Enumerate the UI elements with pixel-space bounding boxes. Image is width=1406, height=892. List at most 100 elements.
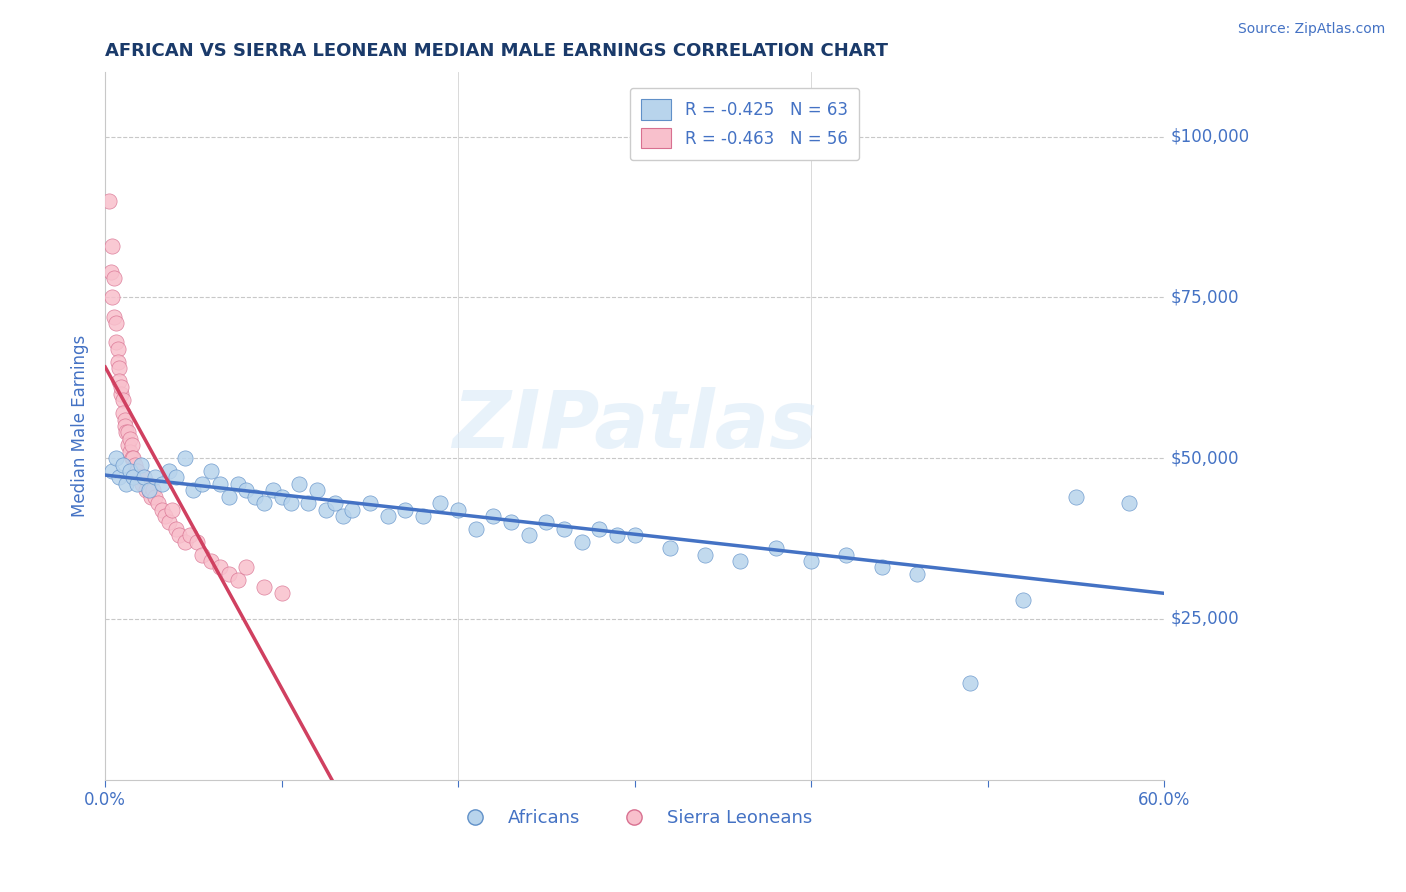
Point [101,290,124,304]
Point [253,580,276,594]
Point [111,406,134,420]
Point [342,502,364,516]
Point [517,528,540,542]
Point [226,574,249,588]
Point [118,432,141,446]
Point [125,476,148,491]
Point [131,476,153,491]
Point [218,490,240,504]
Point [1118,496,1140,510]
Point [108,374,131,388]
Point [262,483,284,498]
Point [110,380,132,394]
Text: $100,000: $100,000 [1171,128,1250,145]
Point [553,522,575,536]
Point [110,387,132,401]
Point [501,516,523,530]
Point [138,483,160,498]
Point [191,548,214,562]
Point [173,451,195,466]
Point [143,470,166,484]
Point [870,560,893,574]
Point [429,496,451,510]
Point [297,496,319,510]
Point [121,451,143,466]
Point [146,496,169,510]
Point [588,522,610,536]
Point [235,560,257,574]
Point [323,496,346,510]
Point [136,476,159,491]
Text: ZIPatlas: ZIPatlas [453,387,817,465]
Point [157,516,180,530]
Point [108,361,131,376]
Point [208,560,231,574]
Point [124,458,146,472]
Point [122,451,145,466]
Point [253,496,276,510]
Legend: Africans, Sierra Leoneans: Africans, Sierra Leoneans [450,802,820,834]
Point [394,502,416,516]
Point [359,496,381,510]
Point [150,476,173,491]
Point [125,464,148,478]
Text: Source: ZipAtlas.com: Source: ZipAtlas.com [1237,22,1385,37]
Point [412,509,434,524]
Point [482,509,505,524]
Point [115,476,138,491]
Point [447,502,470,516]
Point [150,502,173,516]
Point [142,483,165,498]
Point [169,528,191,542]
Point [108,470,131,484]
Point [464,522,486,536]
Point [121,438,143,452]
Point [179,528,201,542]
Point [1011,592,1033,607]
Point [288,476,311,491]
Point [730,554,752,568]
Point [107,342,129,356]
Point [132,470,155,484]
Point [623,528,645,542]
Text: $50,000: $50,000 [1171,450,1240,467]
Point [101,239,124,253]
Point [606,528,628,542]
Point [235,483,257,498]
Point [332,509,354,524]
Point [200,464,222,478]
Point [315,502,337,516]
Point [157,464,180,478]
Point [208,476,231,491]
Point [280,496,302,510]
Point [155,509,177,524]
Point [200,554,222,568]
Point [165,470,187,484]
Point [183,483,205,498]
Point [143,490,166,504]
Point [139,490,162,504]
Text: $75,000: $75,000 [1171,288,1240,307]
Point [536,516,558,530]
Point [100,265,122,279]
Point [173,534,195,549]
Point [103,271,125,285]
Point [186,534,208,549]
Point [114,412,136,426]
Point [270,490,292,504]
Point [191,476,214,491]
Point [959,676,981,690]
Point [129,458,152,472]
Text: AFRICAN VS SIERRA LEONEAN MEDIAN MALE EARNINGS CORRELATION CHART: AFRICAN VS SIERRA LEONEAN MEDIAN MALE EA… [105,42,889,60]
Point [571,534,593,549]
Point [305,483,328,498]
Point [107,355,129,369]
Y-axis label: Median Male Earnings: Median Male Earnings [72,334,89,517]
Point [695,548,717,562]
Point [377,509,399,524]
Point [835,548,858,562]
Point [165,522,187,536]
Point [104,335,127,350]
Point [128,470,150,484]
Point [162,502,184,516]
